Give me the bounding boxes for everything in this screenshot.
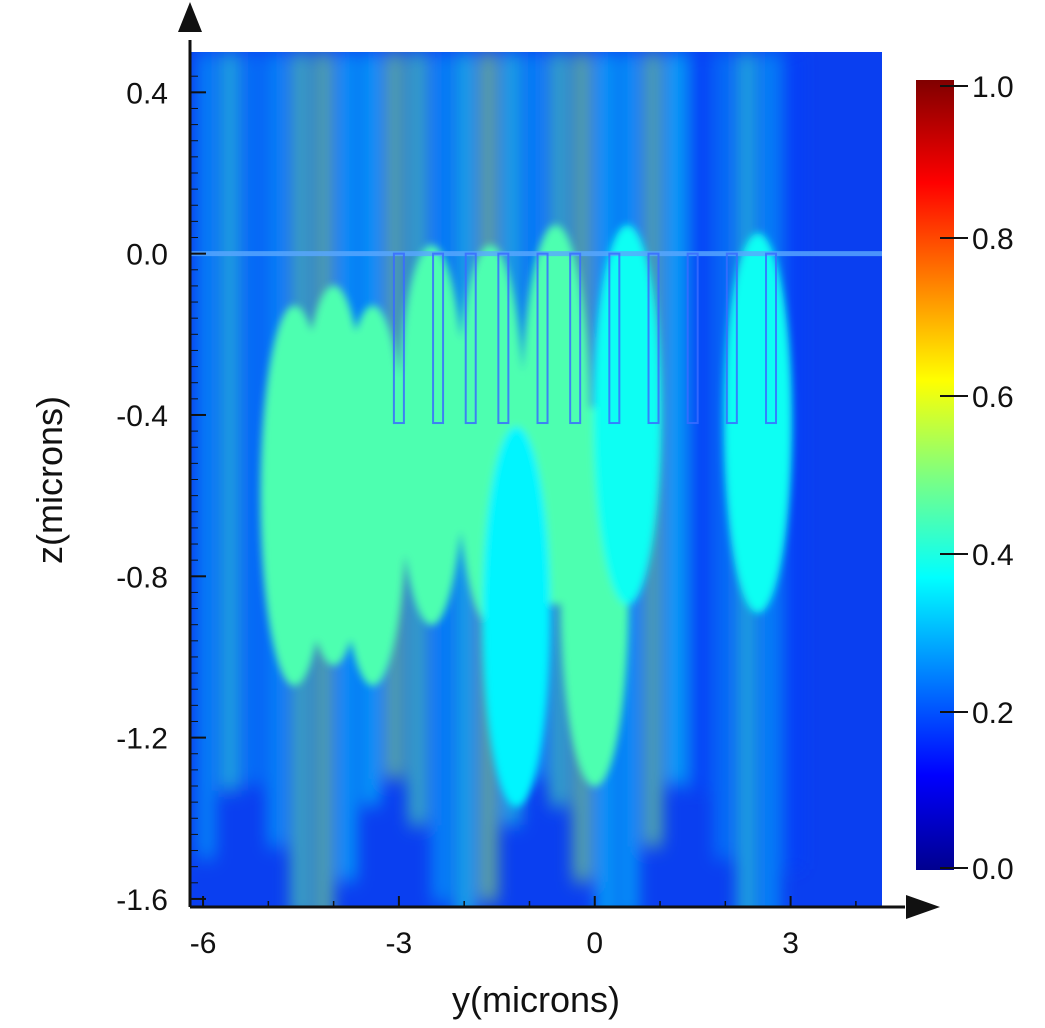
y-tick-label: -0.8 [116, 561, 168, 594]
y-tick-label: -1.2 [116, 723, 168, 756]
y-ticks: 0.4 0.0 -0.4 -0.8 -1.2 -1.6 [116, 75, 206, 917]
y-axis-arrow [178, 2, 202, 32]
field-hotspot [338, 305, 407, 686]
y-tick-label: -0.4 [116, 400, 168, 433]
colorbar-tick-label: 0.4 [972, 539, 1014, 572]
colorbar [916, 80, 954, 870]
grating-tooth [464, 252, 477, 425]
grating-tooth [608, 252, 621, 425]
grating-structure [190, 251, 882, 425]
field-hotspots [260, 224, 792, 807]
x-ticks: -6 -3 0 3 [190, 896, 857, 960]
field-streak [247, 52, 260, 786]
grating-tooth [725, 252, 738, 425]
colorbar-ticks: 1.0 0.8 0.6 0.4 0.2 0.0 [940, 71, 1014, 886]
y-tick-label: 0.0 [126, 239, 168, 272]
field-streak [223, 52, 236, 791]
grating-tooth [432, 252, 445, 425]
field-streak [670, 52, 683, 785]
grating-tooth [686, 252, 699, 425]
colorbar-tick-label: 0.6 [972, 381, 1014, 414]
grating-tooth [765, 252, 778, 425]
field-hotspot [593, 224, 662, 605]
colorbar-tick-label: 0.2 [972, 697, 1014, 730]
colorbar-tick-label: 1.0 [972, 71, 1014, 104]
x-tick-label: -3 [386, 927, 413, 960]
x-tick-label: 3 [782, 927, 799, 960]
y-tick-label: -1.6 [116, 884, 168, 917]
grating-tooth [647, 252, 660, 425]
x-tick-label: -6 [190, 927, 217, 960]
field-hotspot [397, 245, 466, 626]
x-axis-label: y(microns) [452, 979, 620, 1020]
colorbar-tick-label: 0.0 [972, 853, 1014, 886]
grating-tooth [569, 252, 582, 425]
x-tick-label: 0 [586, 927, 603, 960]
field-streak [787, 52, 800, 870]
grating-tooth [497, 252, 510, 425]
grating-tooth [392, 252, 405, 425]
y-tick-label: 0.4 [126, 77, 168, 110]
field-hotspot [482, 426, 551, 807]
x-axis-arrow [906, 895, 940, 919]
heatmap-plot [190, 52, 882, 907]
field-streak [693, 52, 706, 792]
field-hotspot [723, 233, 792, 614]
colorbar-tick-label: 0.8 [972, 223, 1014, 256]
y-axis-label: z(microns) [29, 396, 70, 564]
grating-tooth [536, 252, 549, 425]
